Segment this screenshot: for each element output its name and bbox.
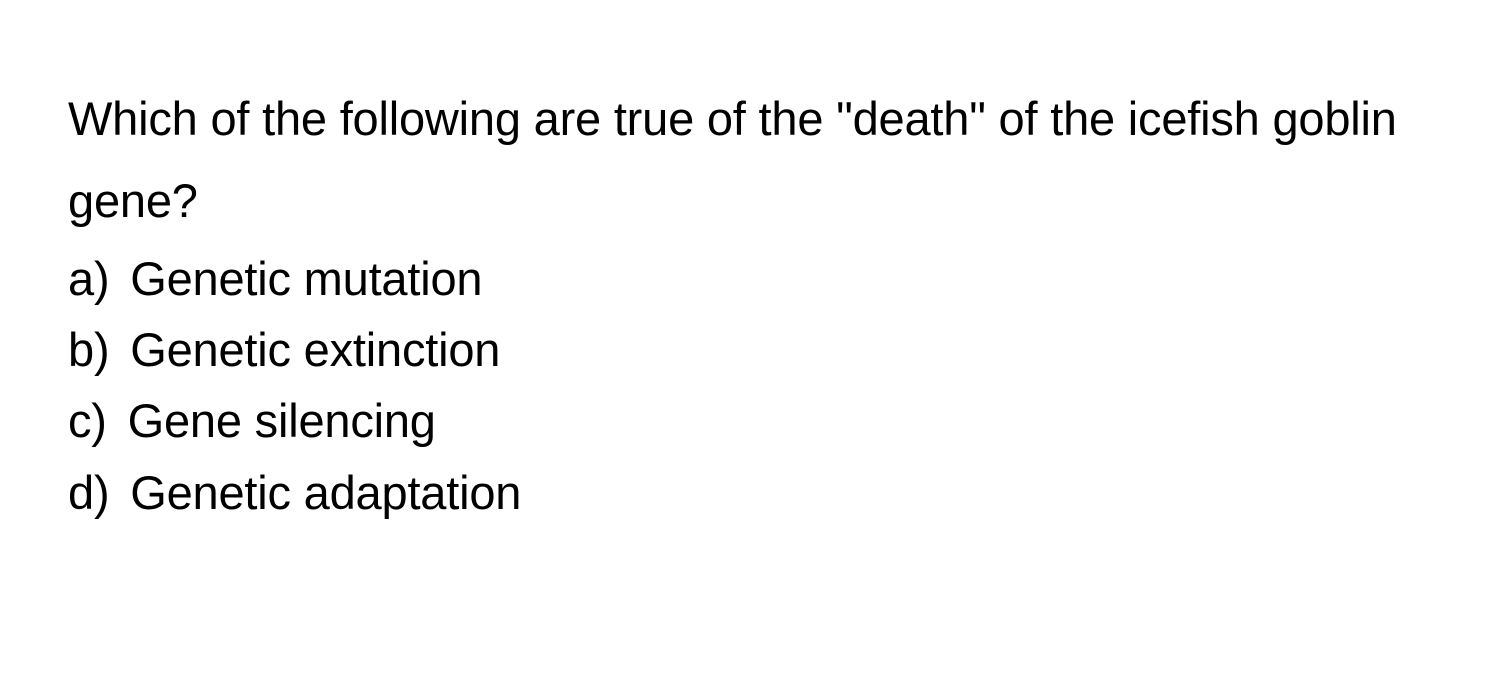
option-c: c) Gene silencing (68, 385, 1432, 456)
option-d: d) Genetic adaptation (68, 457, 1432, 528)
option-b-text: Genetic extinction (130, 323, 500, 376)
option-b-label: b) (68, 323, 109, 376)
option-c-text: Gene silencing (128, 394, 436, 447)
option-a: a) Genetic mutation (68, 243, 1432, 314)
option-c-label: c) (68, 394, 107, 447)
option-b: b) Genetic extinction (68, 314, 1432, 385)
question-prompt: Which of the following are true of the "… (68, 78, 1432, 243)
option-a-label: a) (68, 252, 109, 305)
option-d-text: Genetic adaptation (130, 466, 521, 519)
option-a-text: Genetic mutation (130, 252, 482, 305)
option-d-label: d) (68, 466, 109, 519)
